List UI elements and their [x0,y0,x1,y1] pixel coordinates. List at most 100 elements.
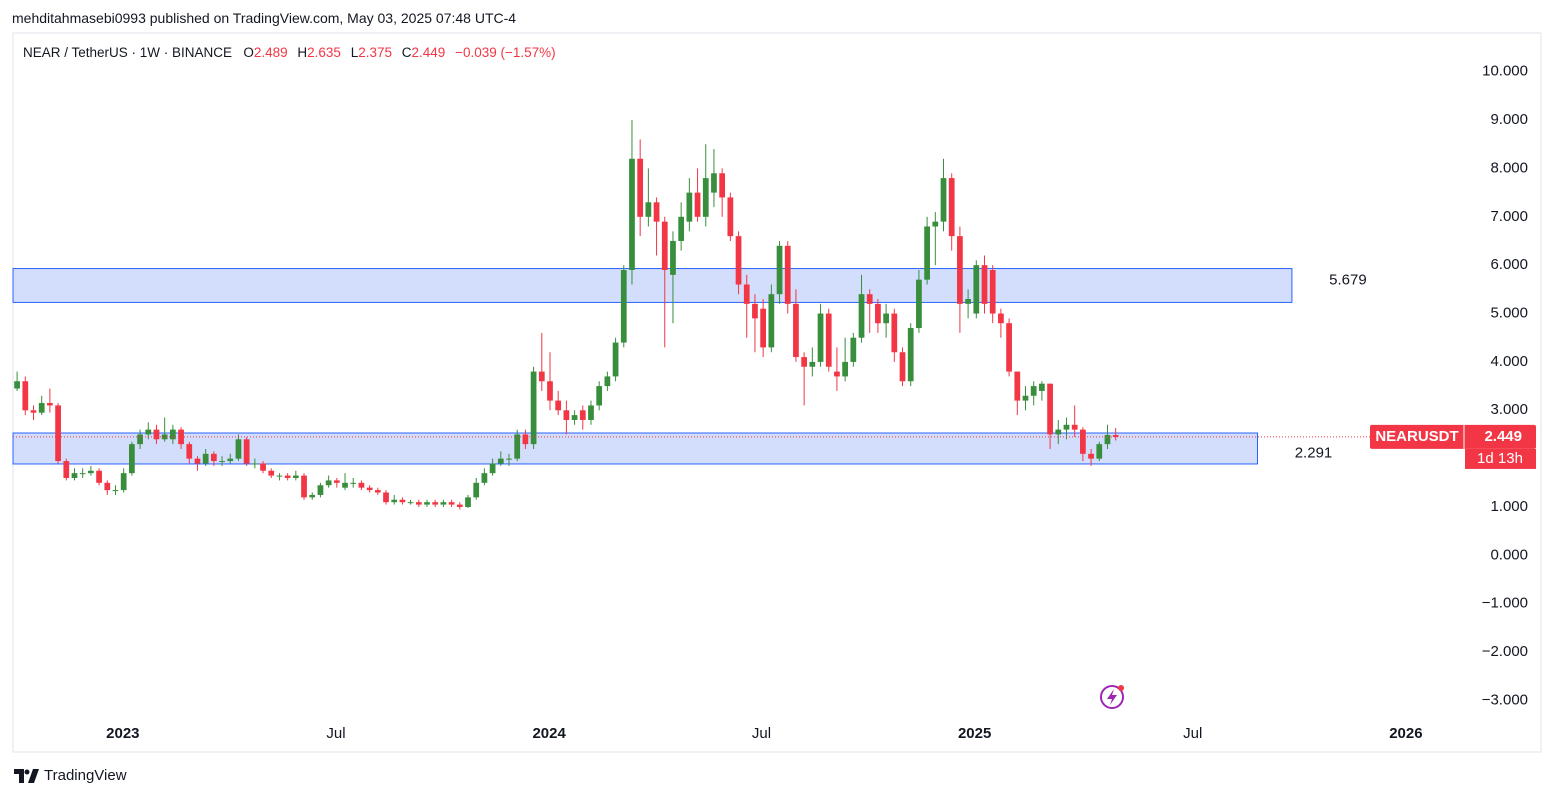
candle-body [1080,429,1086,454]
candle-body [604,376,611,387]
candle-body [514,434,521,459]
candle-body [752,303,758,319]
candle-body [973,265,980,314]
candle-body [711,173,717,193]
candle-body [22,381,29,411]
x-tick-label: 2025 [958,725,991,742]
candle-body [989,270,996,314]
candle-body [776,245,783,295]
brand: TradingView [14,767,127,784]
countdown: 1d 13h [1477,450,1523,467]
legend-value: 2.635 [307,45,341,60]
legend-value: 2.449 [411,45,446,60]
candle-body [358,482,365,488]
candle-body [268,470,275,476]
candle-body [309,494,316,498]
candle-body [809,361,816,367]
candle-body [924,226,930,280]
candle-body [415,502,422,505]
y-tick-label: 0.000 [1490,546,1528,563]
candle-body [71,473,78,478]
candle-body [292,475,299,478]
candle-body [448,502,455,505]
x-tick-label: Jul [752,725,771,742]
candle-body [899,352,906,382]
frame [12,32,1542,753]
candle-body [497,458,504,464]
candle-body [96,470,102,483]
candle-body [1014,371,1021,401]
candle-body [686,192,693,222]
candle-body [596,386,603,406]
candle-body [612,342,619,377]
y-tick-label: 7.000 [1490,208,1528,225]
candle-body [276,475,283,477]
candle-body [424,502,430,505]
candle-body [1063,424,1070,430]
candle-body [571,415,578,420]
candle-body [506,458,512,460]
change: −0.039 (−1.57%) [455,45,556,60]
candle-body [653,202,660,222]
candle-body [957,236,963,304]
candle-body [1006,323,1012,372]
candle-body [219,461,225,463]
candle-body [588,405,594,420]
candle-body [104,482,111,491]
candle-body [301,475,307,498]
candle-body [981,265,988,304]
y-tick-label: −1.000 [1482,595,1528,612]
last-price: 2.449 [1484,428,1522,445]
candle-body [14,381,20,389]
candle-body [1104,434,1111,445]
candle-body [563,410,570,420]
candle-body [940,178,947,222]
candle-body [407,502,414,504]
x-tick-label: 2026 [1389,725,1422,742]
legend-value: 2.489 [253,45,288,60]
candle-body [399,499,406,503]
y-tick-label: 1.000 [1490,498,1528,515]
candle-body [858,294,865,338]
legend-label: L [350,45,359,60]
candle-body [620,270,627,343]
candle-body [784,245,791,304]
candle-body [1022,395,1029,401]
candle-body [47,403,53,406]
y-tick-label: 9.000 [1490,111,1528,128]
brand-name: TradingView [44,767,127,784]
candle-body [366,487,373,491]
candle-body [661,221,668,271]
candle-body [768,294,775,348]
candle-body [202,453,209,464]
candle-body [555,400,562,411]
candle-body [637,158,644,217]
candle-body [817,313,824,362]
candle-body [702,178,709,217]
zone-label: 5.679 [1329,271,1367,288]
y-tick-label: 5.000 [1490,305,1528,322]
candle-body [1096,444,1103,459]
candle-body [801,357,808,367]
candle-body [374,490,381,493]
candle-body [907,328,914,382]
publisher: mehditahmasebi0993 published on TradingV… [12,10,517,26]
candle-body [456,504,463,508]
candle-body [538,371,545,382]
zone [12,268,1293,303]
candle-body [1088,453,1094,459]
legend: NEAR / TetherUS · 1W · BINANCE O2.489 H2… [23,45,562,60]
candle-body [350,482,357,484]
candle-body [210,453,217,462]
y-tick-label: 4.000 [1490,353,1528,370]
candle-body [383,492,389,503]
candle-body [760,308,767,348]
lightning-icon [1100,685,1124,709]
y-tick-label: −3.000 [1482,691,1528,708]
zone-label: 2.291 [1295,444,1333,461]
candle-body [465,497,471,508]
candle-body [530,371,537,445]
x-tick-label: Jul [1183,725,1202,742]
